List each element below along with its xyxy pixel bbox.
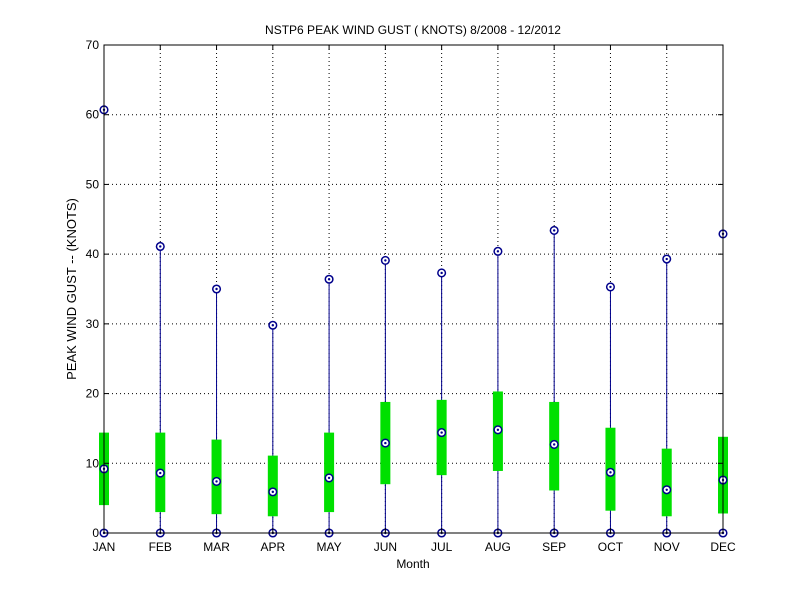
- median-marker-dot: [440, 431, 443, 434]
- x-tick-label: DEC: [710, 540, 736, 554]
- box-plots: [99, 105, 728, 538]
- max-marker-dot: [496, 250, 500, 253]
- x-tick-label: AUG: [485, 540, 511, 554]
- gridlines: [104, 45, 723, 533]
- max-marker-dot: [327, 278, 331, 281]
- x-tick-label: SEP: [542, 540, 566, 554]
- iqr-box: [661, 448, 672, 517]
- max-marker-dot: [215, 287, 218, 291]
- x-tick-label: MAY: [317, 540, 342, 554]
- y-tick-label: 40: [86, 247, 100, 261]
- box-jul: [436, 268, 447, 538]
- x-tick-label: FEB: [149, 540, 172, 554]
- box-feb: [155, 241, 166, 538]
- box-jun: [380, 255, 391, 538]
- max-marker-dot: [159, 245, 162, 248]
- max-marker-dot: [440, 271, 443, 275]
- median-marker-dot: [327, 476, 331, 480]
- x-tick-label: NOV: [654, 540, 680, 554]
- median-marker-dot: [215, 480, 218, 483]
- max-marker-dot: [552, 229, 556, 232]
- y-tick-label: 0: [92, 526, 99, 540]
- max-marker-dot: [271, 324, 275, 327]
- box-sep: [549, 225, 560, 538]
- median-marker-dot: [609, 471, 612, 474]
- box-apr: [267, 320, 278, 538]
- y-tick-label: 20: [86, 387, 100, 401]
- x-tick-label: JUN: [374, 540, 397, 554]
- y-axis-label: PEAK WIND GUST -- (KNOTS): [64, 198, 79, 380]
- y-tick-label: 60: [86, 108, 100, 122]
- x-axis-label: Month: [396, 557, 429, 571]
- median-marker-dot: [665, 488, 668, 491]
- median-marker-dot: [159, 471, 162, 475]
- y-tick-label: 50: [86, 177, 100, 191]
- iqr-box: [324, 432, 335, 513]
- median-marker-dot: [271, 490, 275, 494]
- iqr-box: [436, 399, 447, 476]
- x-tick-label: OCT: [598, 540, 624, 554]
- box-may: [324, 274, 335, 538]
- x-axis-ticks: JAN FEB MAR APR MAY JUN JUL AUG SEP OCT NOV DEC: [93, 45, 736, 554]
- max-marker-dot: [665, 257, 668, 261]
- box-mar: [211, 284, 222, 538]
- y-tick-label: 10: [86, 456, 100, 470]
- chart-title: NSTP6 PEAK WIND GUST ( KNOTS) 8/2008 - 1…: [265, 23, 561, 37]
- median-marker-dot: [384, 441, 387, 445]
- axes-frame: [103, 44, 724, 534]
- median-marker-dot: [496, 428, 500, 432]
- y-axis-ticks: 0 10 20 30 40 50 60 70: [86, 38, 723, 540]
- median-marker-dot: [552, 443, 556, 446]
- iqr-box: [267, 455, 278, 517]
- plot-area: 0 10 20 30 40 50 60 70 JAN FEB MAR APR MAY JUN JUL AUG…: [86, 38, 736, 554]
- x-tick-label: JUL: [431, 540, 453, 554]
- y-tick-label: 30: [86, 317, 100, 331]
- box-aug: [492, 246, 503, 538]
- x-tick-label: JAN: [93, 540, 116, 554]
- box-nov: [661, 254, 672, 538]
- max-marker-dot: [609, 285, 612, 289]
- x-tick-label: APR: [260, 540, 285, 554]
- y-tick-label: 70: [86, 38, 100, 52]
- box-oct: [605, 282, 616, 538]
- max-marker-dot: [384, 259, 387, 262]
- x-tick-label: MAR: [203, 540, 230, 554]
